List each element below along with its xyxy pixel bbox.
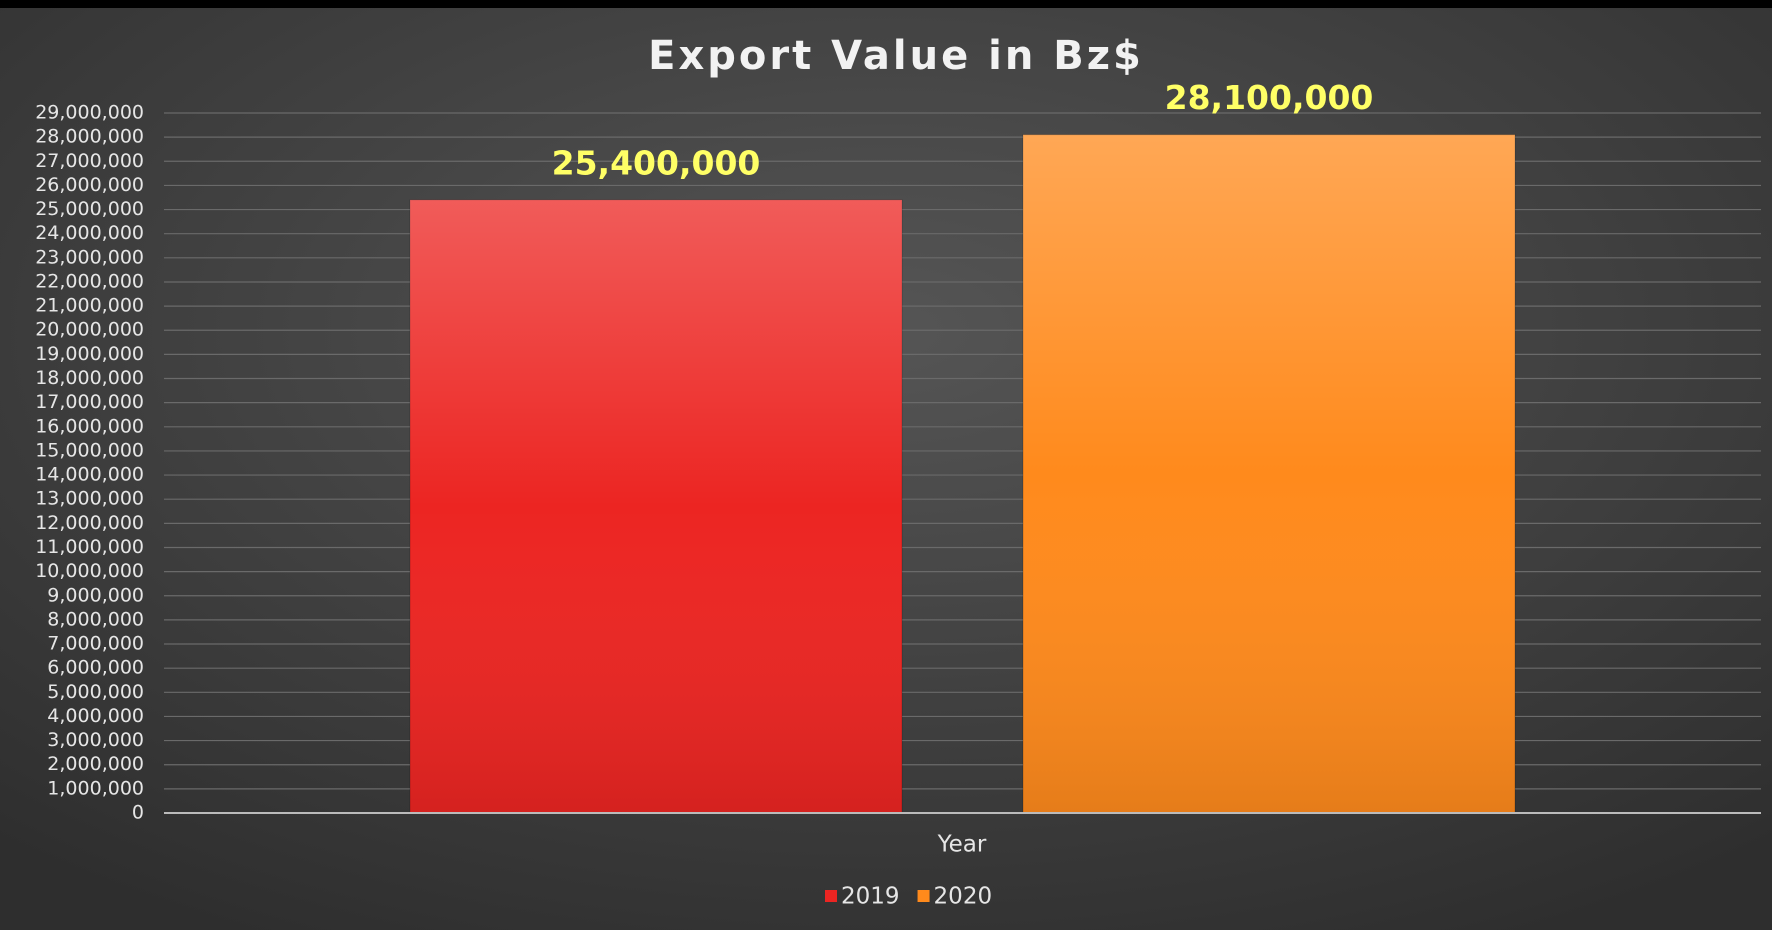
y-tick-label: 24,000,000 <box>35 222 144 244</box>
legend-swatch <box>825 890 837 902</box>
y-tick-label: 19,000,000 <box>35 343 144 365</box>
legend-swatch <box>917 890 930 902</box>
y-tick-label: 5,000,000 <box>47 681 144 703</box>
y-tick-label: 2,000,000 <box>47 753 144 775</box>
y-tick-label: 23,000,000 <box>35 246 144 268</box>
y-tick-label: 0 <box>132 802 144 824</box>
chart-title: Export Value in Bz$ <box>648 33 1144 79</box>
x-axis-label: Year <box>937 832 987 858</box>
y-tick-label: 25,000,000 <box>35 198 144 220</box>
y-tick-label: 17,000,000 <box>35 391 144 413</box>
y-tick-label: 14,000,000 <box>35 464 144 486</box>
y-tick-label: 1,000,000 <box>47 777 144 799</box>
y-tick-label: 6,000,000 <box>47 657 144 679</box>
y-tick-label: 29,000,000 <box>35 102 144 124</box>
y-tick-label: 7,000,000 <box>47 633 144 655</box>
y-tick-label: 28,000,000 <box>35 126 144 148</box>
legend-label: 2019 <box>841 884 900 910</box>
y-tick-label: 11,000,000 <box>35 536 144 558</box>
y-tick-label: 9,000,000 <box>47 584 144 606</box>
y-tick-label: 21,000,000 <box>35 295 144 317</box>
y-tick-label: 26,000,000 <box>35 174 144 196</box>
y-tick-label: 27,000,000 <box>35 150 144 172</box>
bar <box>409 199 903 814</box>
data-label: 25,400,000 <box>552 143 761 182</box>
y-tick-label: 12,000,000 <box>35 512 144 534</box>
y-tick-label: 8,000,000 <box>47 608 144 630</box>
y-tick-label: 20,000,000 <box>35 319 144 341</box>
bar <box>1022 134 1516 814</box>
y-tick-label: 18,000,000 <box>35 367 144 389</box>
data-label: 28,100,000 <box>1165 78 1374 117</box>
y-tick-label: 15,000,000 <box>35 439 144 461</box>
y-tick-label: 13,000,000 <box>35 488 144 510</box>
y-tick-label: 16,000,000 <box>35 415 144 437</box>
y-tick-label: 3,000,000 <box>47 729 144 751</box>
y-tick-label: 4,000,000 <box>47 705 144 727</box>
y-tick-label: 10,000,000 <box>35 560 144 582</box>
y-tick-label: 22,000,000 <box>35 270 144 292</box>
legend-label: 2020 <box>934 884 993 910</box>
